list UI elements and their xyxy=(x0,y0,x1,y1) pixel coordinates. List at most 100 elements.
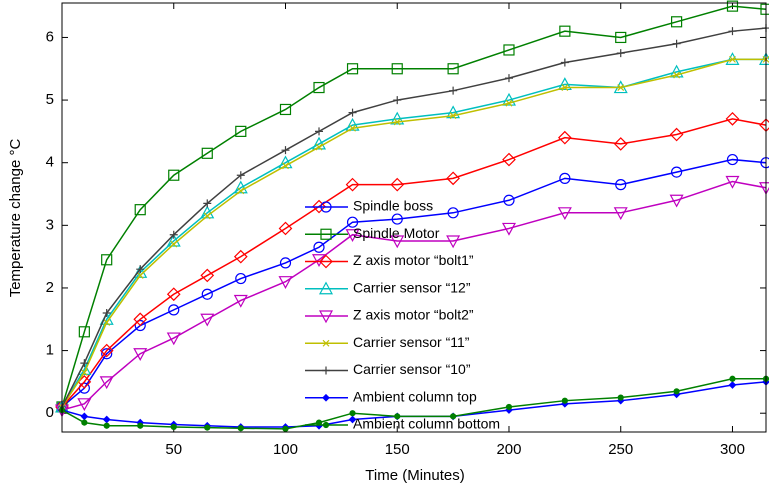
marker xyxy=(725,175,740,189)
marker xyxy=(136,265,145,274)
marker xyxy=(315,127,324,136)
marker xyxy=(133,312,148,327)
marker xyxy=(237,187,245,195)
marker xyxy=(669,194,684,208)
marker xyxy=(318,310,334,324)
y-tick-label: 0 xyxy=(46,404,54,421)
legend: Spindle boss Spindle Motor Z axis motor “b… xyxy=(305,198,500,432)
marker xyxy=(233,249,248,264)
marker xyxy=(101,348,113,360)
x-axis-label: Time (Minutes) xyxy=(365,467,464,484)
marker xyxy=(558,130,572,145)
x-tick-label: 200 xyxy=(496,441,521,458)
marker xyxy=(391,213,403,225)
y-tick-label: 3 xyxy=(46,216,54,233)
marker xyxy=(282,162,289,170)
marker xyxy=(503,194,515,206)
marker xyxy=(233,294,248,308)
marker xyxy=(103,422,110,429)
legend-label: Carrier sensor “12” xyxy=(353,279,471,295)
x-tick-label: 250 xyxy=(608,441,633,458)
marker xyxy=(203,212,211,220)
marker xyxy=(447,63,459,75)
marker xyxy=(200,268,215,283)
x-tick-label: 100 xyxy=(273,441,298,458)
marker xyxy=(322,366,330,375)
marker xyxy=(81,419,88,426)
marker xyxy=(166,233,181,247)
marker xyxy=(617,394,624,401)
marker xyxy=(501,222,516,236)
marker xyxy=(78,326,90,338)
series-line xyxy=(61,27,767,408)
y-tick-label: 1 xyxy=(46,342,54,359)
marker xyxy=(99,376,114,390)
marker xyxy=(80,412,89,421)
marker xyxy=(557,77,572,91)
series-line xyxy=(61,381,767,428)
marker xyxy=(233,180,248,194)
series-line xyxy=(61,5,767,408)
marker xyxy=(278,276,293,289)
marker xyxy=(615,31,627,44)
marker xyxy=(322,393,330,402)
marker xyxy=(204,424,211,431)
marker xyxy=(561,84,569,91)
marker xyxy=(503,44,515,56)
marker xyxy=(346,216,359,228)
marker xyxy=(103,318,111,326)
marker xyxy=(393,96,402,105)
marker xyxy=(446,235,461,249)
marker xyxy=(166,287,181,302)
marker xyxy=(613,207,628,221)
marker xyxy=(235,272,247,285)
marker xyxy=(80,359,89,368)
marker xyxy=(449,86,458,95)
marker xyxy=(320,228,332,240)
marker xyxy=(671,16,683,28)
marker xyxy=(134,319,146,332)
marker xyxy=(102,415,111,424)
marker xyxy=(201,288,213,300)
marker xyxy=(501,92,516,106)
marker xyxy=(166,332,181,346)
marker xyxy=(80,369,88,376)
marker xyxy=(235,125,247,137)
x-tick-label: 150 xyxy=(385,441,410,458)
marker xyxy=(322,421,330,429)
marker xyxy=(504,74,513,83)
marker xyxy=(561,397,568,404)
marker xyxy=(282,425,289,432)
legend-label: Ambient column top xyxy=(353,388,477,404)
y-tick-label: 5 xyxy=(46,91,54,108)
marker xyxy=(237,425,244,432)
marker xyxy=(77,398,92,412)
marker xyxy=(669,127,684,142)
marker xyxy=(322,339,330,347)
marker xyxy=(446,171,460,186)
marker xyxy=(613,137,628,151)
marker xyxy=(673,71,681,79)
marker xyxy=(169,230,178,239)
plot-frame xyxy=(61,2,767,433)
marker xyxy=(505,403,513,411)
legend-label: Carrier sensor “10” xyxy=(353,361,471,377)
marker xyxy=(345,117,360,131)
marker xyxy=(669,64,684,78)
marker xyxy=(559,172,571,184)
marker xyxy=(102,309,111,318)
y-tick-label: 2 xyxy=(46,279,54,296)
marker xyxy=(200,205,215,219)
marker xyxy=(726,0,739,12)
marker xyxy=(137,422,144,429)
marker xyxy=(758,182,769,196)
marker xyxy=(349,124,356,132)
x-tick-label: 50 xyxy=(165,441,182,458)
marker xyxy=(200,313,215,327)
series-line xyxy=(61,118,767,408)
marker xyxy=(502,152,516,167)
legend-label: Z axis motor “bolt1” xyxy=(353,252,474,268)
marker xyxy=(312,199,326,214)
marker xyxy=(279,257,292,269)
